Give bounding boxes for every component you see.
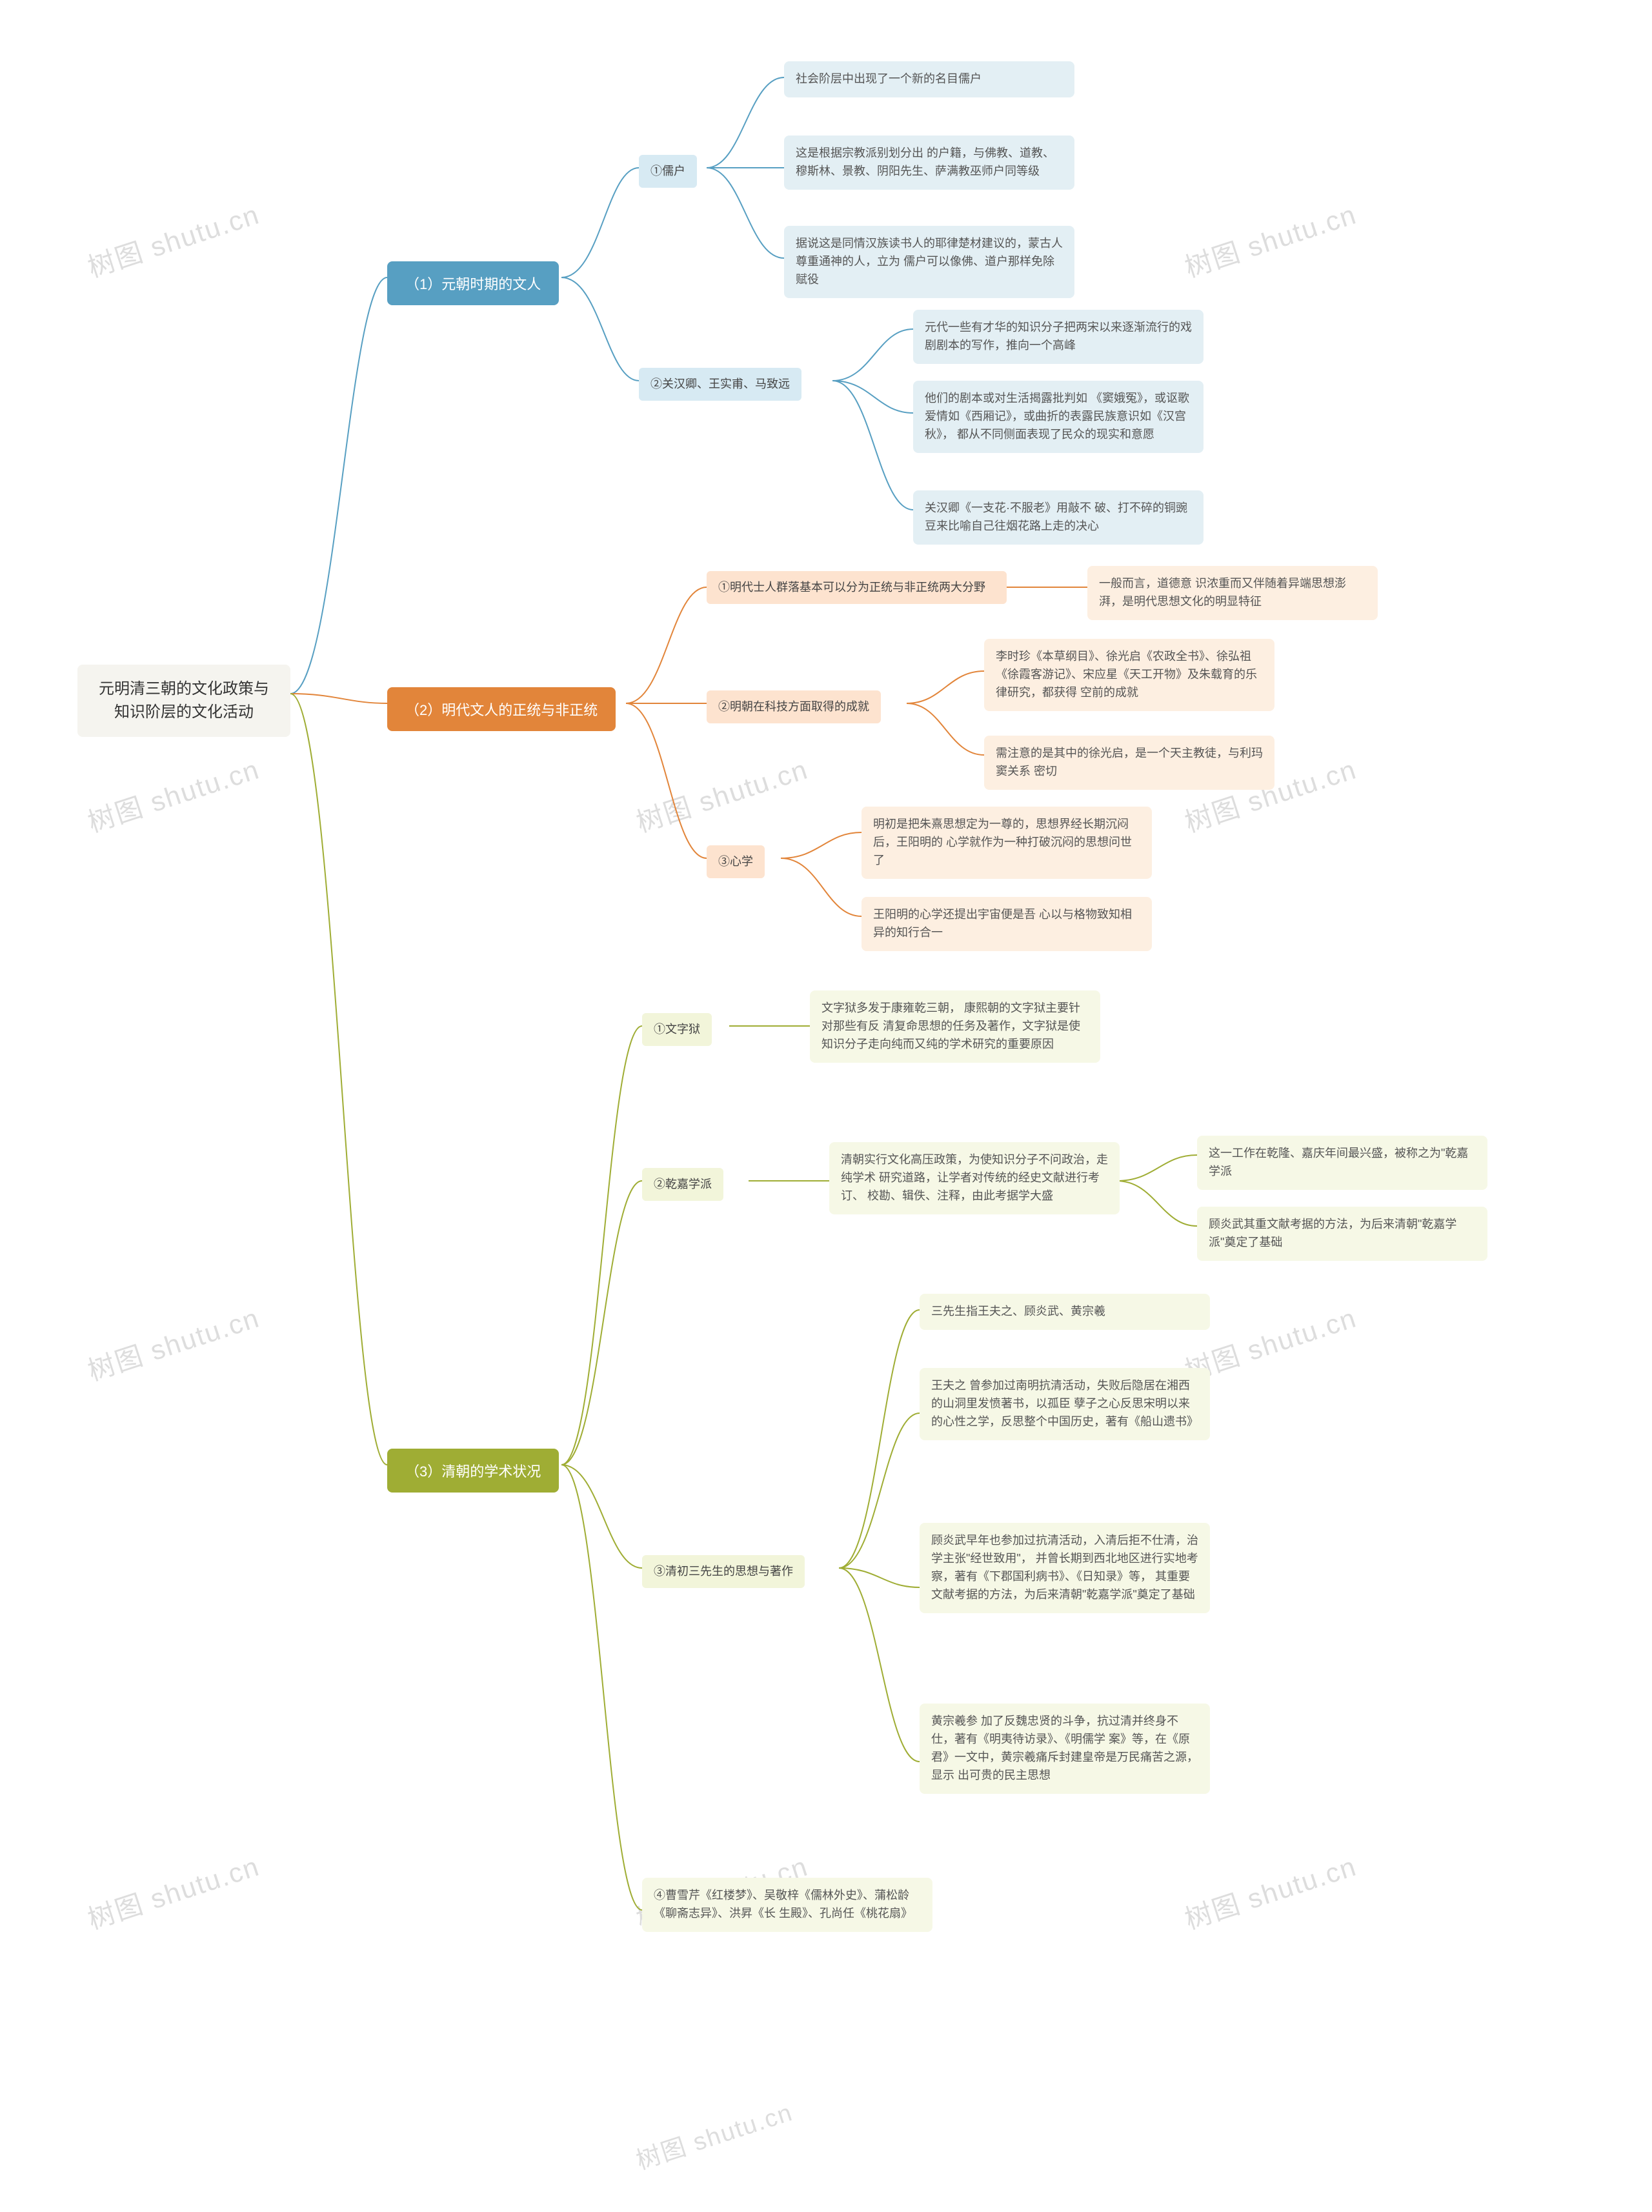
sub-wenziyu[interactable]: ①文字狱 <box>642 1013 712 1046</box>
leaf: 三先生指王夫之、顾炎武、黄宗羲 <box>920 1294 1210 1330</box>
branch-yuan[interactable]: （1）元朝时期的文人 <box>387 261 559 305</box>
leaf: 这一工作在乾隆、嘉庆年间最兴盛，被称之为"乾嘉学派 <box>1197 1136 1487 1190</box>
watermark: 树图 shutu.cn <box>82 1845 264 1937</box>
leaf: 明初是把朱熹思想定为一尊的，思想界经长期沉闷后，王阳明的 心学就作为一种打破沉闷… <box>861 807 1152 879</box>
leaf: 这是根据宗教派别划分出 的户籍，与佛教、道教、穆斯林、景教、阴阳先生、萨满教巫师… <box>784 136 1074 190</box>
watermark: 树图 shutu.cn <box>1179 193 1361 285</box>
sub-guanhanqing[interactable]: ②关汉卿、王实甫、马致远 <box>639 368 801 401</box>
leaf: 王夫之 曾参加过南明抗清活动，失败后隐居在湘西的山洞里发愤著书，以孤臣 孽子之心… <box>920 1368 1210 1440</box>
leaf: 他们的剧本或对生活揭露批判如 《窦娥冤》，或讴歌爱情如《西厢记》，或曲折的表露民… <box>913 381 1204 453</box>
watermark: 树图 shutu.cn <box>82 1296 264 1389</box>
branch-qing[interactable]: （3）清朝的学术状况 <box>387 1449 559 1493</box>
leaf: 社会阶层中出现了一个新的名目儒户 <box>784 61 1074 97</box>
leaf: 李时珍《本草纲目》、徐光启《农政全书》、徐弘祖《徐霞客游记》、宋应星《天工开物》… <box>984 639 1274 711</box>
leaf: 关汉卿《一支花·不服老》用敲不 破、打不碎的铜豌豆来比喻自己往烟花路上走的决心 <box>913 490 1204 545</box>
sub-sanxiansheng[interactable]: ③清初三先生的思想与著作 <box>642 1555 805 1588</box>
watermark: 树图 shutu.cn <box>1179 1845 1361 1937</box>
watermark: 树图 shutu.cn <box>631 2092 797 2176</box>
branch-ming[interactable]: （2）明代文人的正统与非正统 <box>387 687 616 731</box>
sub-keji[interactable]: ②明朝在科技方面取得的成就 <box>707 690 881 723</box>
sub-xinxue[interactable]: ③心学 <box>707 845 765 878</box>
leaf: 元代一些有才华的知识分子把两宋以来逐渐流行的戏剧剧本的写作，推向一个高峰 <box>913 310 1204 364</box>
sub-ruhu[interactable]: ①儒户 <box>639 155 697 188</box>
sub-zhuzuo[interactable]: ④曹雪芹《红楼梦》、吴敬梓《儒林外史》、蒲松龄《聊斋志异》、洪昇《长 生殿》、孔… <box>642 1878 932 1932</box>
watermark: 树图 shutu.cn <box>82 193 264 285</box>
leaf: 顾炎武早年也参加过抗清活动，入清后拒不仕清，治学主张"经世致用"， 并曾长期到西… <box>920 1523 1210 1613</box>
leaf: 顾炎武其重文献考据的方法，为后来清朝"乾嘉学派"奠定了基础 <box>1197 1207 1487 1261</box>
watermark: 树图 shutu.cn <box>82 748 264 840</box>
leaf: 一般而言，道德意 识浓重而又伴随着异端思想澎湃，是明代思想文化的明显特征 <box>1087 566 1378 620</box>
leaf: 清朝实行文化高压政策，为使知识分子不问政治，走纯学术 研究道路，让学者对传统的经… <box>829 1142 1120 1214</box>
root-node[interactable]: 元明清三朝的文化政策与 知识阶层的文化活动 <box>77 665 290 737</box>
leaf: 据说这是同情汉族读书人的耶律楚材建议的，蒙古人尊重通神的人，立为 儒户可以像佛、… <box>784 226 1074 298</box>
leaf: 黄宗羲参 加了反魏忠贤的斗争，抗过清并终身不仕，著有《明夷待访录》、《明儒学 案… <box>920 1704 1210 1794</box>
watermark: 树图 shutu.cn <box>630 748 812 840</box>
leaf: 需注意的是其中的徐光启，是一个天主教徒，与利玛窦关系 密切 <box>984 736 1274 790</box>
leaf: 王阳明的心学还提出宇宙便是吾 心以与格物致知相异的知行合一 <box>861 897 1152 951</box>
leaf: 文字狱多发于康雍乾三朝， 康熙朝的文字狱主要针对那些有反 清复命思想的任务及著作… <box>810 990 1100 1063</box>
sub-zhengtong[interactable]: ①明代士人群落基本可以分为正统与非正统两大分野 <box>707 571 1007 604</box>
sub-qianjia[interactable]: ②乾嘉学派 <box>642 1168 723 1201</box>
